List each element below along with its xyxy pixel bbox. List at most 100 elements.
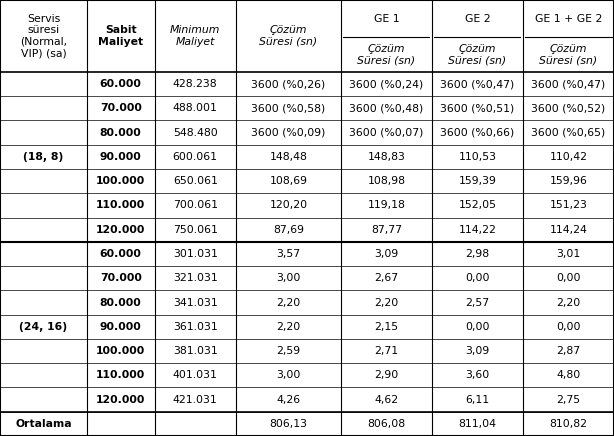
- Text: 80.000: 80.000: [100, 128, 142, 138]
- Text: 120,20: 120,20: [270, 201, 308, 211]
- Text: 2,90: 2,90: [374, 370, 398, 380]
- Text: 3,09: 3,09: [374, 249, 398, 259]
- Text: 3,60: 3,60: [465, 370, 489, 380]
- Text: 114,22: 114,22: [459, 225, 496, 235]
- Text: 3600 (%0,09): 3600 (%0,09): [251, 128, 325, 138]
- Text: 120.000: 120.000: [96, 225, 146, 235]
- Text: GE 2: GE 2: [465, 14, 490, 24]
- Text: 488.001: 488.001: [173, 103, 218, 113]
- Text: 110.000: 110.000: [96, 370, 146, 380]
- Text: 0,00: 0,00: [556, 322, 581, 332]
- Text: Çözüm
Süresi (sn): Çözüm Süresi (sn): [259, 25, 317, 47]
- Text: 100.000: 100.000: [96, 176, 146, 186]
- Text: (24, 16): (24, 16): [20, 322, 68, 332]
- Text: 2,71: 2,71: [375, 346, 398, 356]
- Text: 3,09: 3,09: [465, 346, 489, 356]
- Text: 2,20: 2,20: [276, 322, 300, 332]
- Text: 60.000: 60.000: [100, 249, 142, 259]
- Text: Çözüm
Süresi (sn): Çözüm Süresi (sn): [357, 44, 416, 65]
- Text: 3,00: 3,00: [276, 273, 301, 283]
- Text: 148,48: 148,48: [270, 152, 308, 162]
- Text: 3600 (%0,51): 3600 (%0,51): [440, 103, 515, 113]
- Text: Minimum
Maliyet: Minimum Maliyet: [170, 25, 220, 47]
- Text: 108,69: 108,69: [270, 176, 308, 186]
- Text: 700.061: 700.061: [173, 201, 218, 211]
- Text: 3600 (%0,07): 3600 (%0,07): [349, 128, 424, 138]
- Text: 811,04: 811,04: [459, 419, 496, 429]
- Text: 2,15: 2,15: [375, 322, 398, 332]
- Text: 70.000: 70.000: [100, 273, 142, 283]
- Text: 3600 (%0,58): 3600 (%0,58): [251, 103, 325, 113]
- Text: 3600 (%0,48): 3600 (%0,48): [349, 103, 424, 113]
- Text: 321.031: 321.031: [173, 273, 217, 283]
- Text: 2,20: 2,20: [374, 297, 398, 307]
- Text: 6,11: 6,11: [465, 395, 489, 405]
- Text: 2,20: 2,20: [556, 297, 581, 307]
- Text: 806,13: 806,13: [270, 419, 308, 429]
- Text: 3600 (%0,24): 3600 (%0,24): [349, 79, 424, 89]
- Text: 4,62: 4,62: [375, 395, 398, 405]
- Text: 80.000: 80.000: [100, 297, 142, 307]
- Text: 301.031: 301.031: [173, 249, 218, 259]
- Text: 70.000: 70.000: [100, 103, 142, 113]
- Text: 60.000: 60.000: [100, 79, 142, 89]
- Text: 3600 (%0,66): 3600 (%0,66): [440, 128, 515, 138]
- Text: 87,77: 87,77: [371, 225, 402, 235]
- Text: 361.031: 361.031: [173, 322, 217, 332]
- Text: 151,23: 151,23: [550, 201, 588, 211]
- Text: 2,87: 2,87: [556, 346, 580, 356]
- Text: GE 1: GE 1: [373, 14, 399, 24]
- Text: 3,01: 3,01: [556, 249, 581, 259]
- Text: 90.000: 90.000: [100, 322, 142, 332]
- Text: Ortalama: Ortalama: [15, 419, 72, 429]
- Text: 100.000: 100.000: [96, 346, 146, 356]
- Text: Çözüm
Süresi (sn): Çözüm Süresi (sn): [540, 44, 597, 65]
- Text: 2,67: 2,67: [375, 273, 398, 283]
- Text: 3600 (%0,26): 3600 (%0,26): [251, 79, 325, 89]
- Text: 428.238: 428.238: [173, 79, 217, 89]
- Text: 3600 (%0,47): 3600 (%0,47): [440, 79, 515, 89]
- Text: 0,00: 0,00: [465, 322, 489, 332]
- Text: 110,53: 110,53: [459, 152, 496, 162]
- Text: 650.061: 650.061: [173, 176, 218, 186]
- Text: 2,59: 2,59: [276, 346, 300, 356]
- Text: 341.031: 341.031: [173, 297, 217, 307]
- Text: 750.061: 750.061: [173, 225, 218, 235]
- Text: 2,98: 2,98: [465, 249, 489, 259]
- Text: 0,00: 0,00: [465, 273, 489, 283]
- Text: 110,42: 110,42: [550, 152, 588, 162]
- Text: 159,96: 159,96: [550, 176, 588, 186]
- Text: 110.000: 110.000: [96, 201, 146, 211]
- Text: 381.031: 381.031: [173, 346, 217, 356]
- Text: Servis
süresi
(Normal,
VIP) (sa): Servis süresi (Normal, VIP) (sa): [20, 14, 67, 58]
- Text: 87,69: 87,69: [273, 225, 304, 235]
- Text: 806,08: 806,08: [367, 419, 405, 429]
- Text: 3,57: 3,57: [276, 249, 300, 259]
- Text: 4,80: 4,80: [556, 370, 581, 380]
- Text: 90.000: 90.000: [100, 152, 142, 162]
- Text: 120.000: 120.000: [96, 395, 146, 405]
- Text: 3,00: 3,00: [276, 370, 301, 380]
- Text: 3600 (%0,52): 3600 (%0,52): [531, 103, 605, 113]
- Text: 2,57: 2,57: [465, 297, 489, 307]
- Text: 2,20: 2,20: [276, 297, 300, 307]
- Text: Çözüm
Süresi (sn): Çözüm Süresi (sn): [448, 44, 507, 65]
- Text: 4,26: 4,26: [276, 395, 300, 405]
- Text: 548.480: 548.480: [173, 128, 217, 138]
- Text: 159,39: 159,39: [459, 176, 496, 186]
- Text: 114,24: 114,24: [550, 225, 588, 235]
- Text: 3600 (%0,47): 3600 (%0,47): [531, 79, 605, 89]
- Text: (18, 8): (18, 8): [23, 152, 64, 162]
- Text: 401.031: 401.031: [173, 370, 218, 380]
- Text: 148,83: 148,83: [367, 152, 405, 162]
- Text: 152,05: 152,05: [459, 201, 496, 211]
- Text: GE 1 + GE 2: GE 1 + GE 2: [535, 14, 602, 24]
- Text: 108,98: 108,98: [367, 176, 405, 186]
- Text: 0,00: 0,00: [556, 273, 581, 283]
- Text: 119,18: 119,18: [367, 201, 405, 211]
- Text: 3600 (%0,65): 3600 (%0,65): [531, 128, 605, 138]
- Text: 810,82: 810,82: [550, 419, 588, 429]
- Text: Sabit
Maliyet: Sabit Maliyet: [98, 25, 143, 47]
- Text: 600.061: 600.061: [173, 152, 218, 162]
- Text: 421.031: 421.031: [173, 395, 217, 405]
